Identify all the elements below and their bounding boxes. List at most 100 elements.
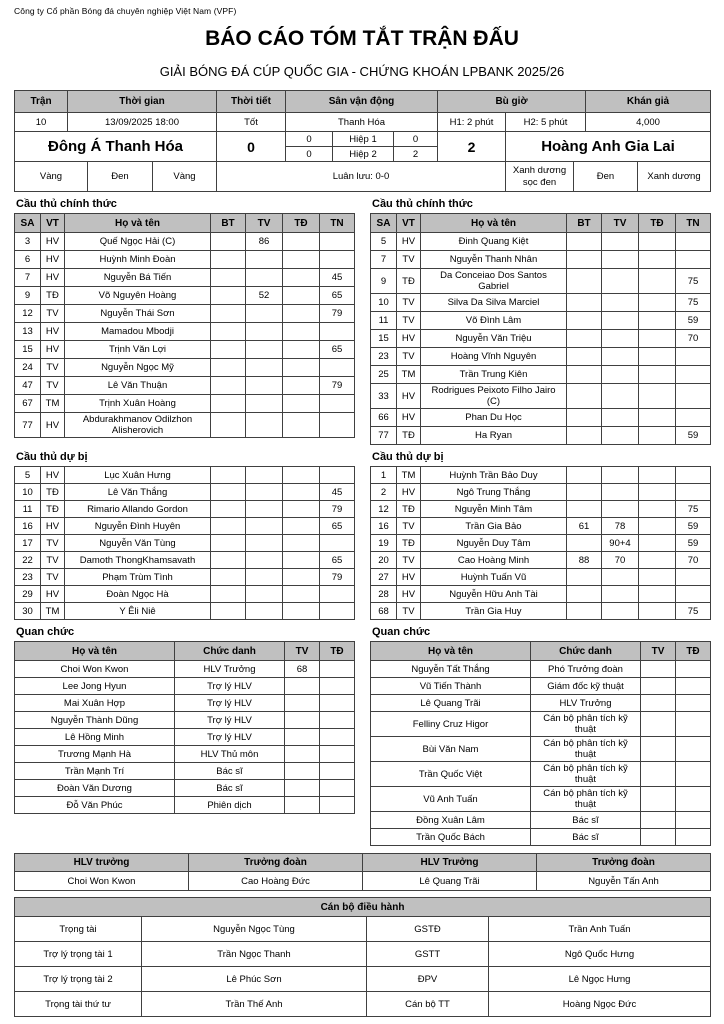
cell-name-left: Trần Ngọc Thanh xyxy=(141,941,367,967)
match-col-attendance: Khán giả xyxy=(585,90,712,113)
player-row: 12 TĐ Nguyễn Minh Tâm 75 xyxy=(370,500,711,518)
home-kit-2: Đen xyxy=(87,161,153,192)
cell-yellow-card xyxy=(284,762,320,780)
match-attendance: 4,000 xyxy=(585,112,712,132)
col-tv: TV xyxy=(245,213,283,233)
cell-shirt-number: 12 xyxy=(370,500,397,518)
away-coach-name: Lê Quang Trãi xyxy=(362,871,537,891)
cell-goals xyxy=(210,250,246,269)
cell-substituted xyxy=(319,232,355,251)
player-row: 30 TM Y Êli Niê xyxy=(14,602,355,620)
player-row: 11 TV Võ Đình Lâm 59 xyxy=(370,311,711,330)
cell-official-name: Felliny Cruz Higor xyxy=(370,711,531,737)
cell-goals xyxy=(566,365,602,384)
col-official-name: Họ và tên xyxy=(370,641,531,661)
cell-yellow-card xyxy=(601,383,639,409)
match-official-row: Trợ lý trọng tài 1 Trần Ngọc Thanh GSTT … xyxy=(14,941,712,967)
cell-red-card xyxy=(675,711,711,737)
cell-player-name: Lục Xuân Hưng xyxy=(64,466,211,484)
player-row: 3 HV Quế Ngọc Hải (C) 86 xyxy=(14,232,355,251)
cell-yellow-card xyxy=(640,677,676,695)
cell-player-name: Nguyễn Đình Huyên xyxy=(64,517,211,535)
cell-red-card xyxy=(282,322,320,341)
player-row: 68 TV Trần Gia Huy 75 xyxy=(370,602,711,620)
cell-yellow-card xyxy=(640,761,676,787)
cell-yellow-card: 70 xyxy=(601,551,639,569)
player-row: 29 HV Đoàn Ngọc Hà xyxy=(14,585,355,603)
away-subs-title: Cầu thủ dự bị xyxy=(372,451,444,463)
match-official-row: Trọng tài thứ tư Trần Thế Anh Cán bộ TT … xyxy=(14,991,712,1017)
cell-shirt-number: 67 xyxy=(14,394,41,413)
cell-yellow-card xyxy=(640,711,676,737)
cell-player-name: Trịnh Xuân Hoàng xyxy=(64,394,211,413)
official-row: Bùi Văn Nam Cán bộ phân tích kỹ thuật xyxy=(370,736,711,762)
away-kit-1: Xanh dương sọc đen xyxy=(505,161,574,192)
away-officials-title: Quan chức xyxy=(372,626,431,638)
cell-yellow-card xyxy=(245,250,283,269)
cell-position: TV xyxy=(40,568,65,586)
cell-yellow-card xyxy=(245,412,283,438)
cell-role-right: GSTĐ xyxy=(366,916,489,942)
cell-shirt-number: 3 xyxy=(14,232,41,251)
cell-official-role: Trợ lý HLV xyxy=(174,677,285,695)
cell-substituted xyxy=(319,602,355,620)
player-row: 24 TV Nguyễn Ngọc Mỹ xyxy=(14,358,355,377)
cell-shirt-number: 23 xyxy=(370,347,397,366)
cell-official-role: HLV Trưởng xyxy=(530,694,641,712)
cell-shirt-number: 15 xyxy=(370,329,397,348)
cell-substituted xyxy=(675,483,711,501)
cell-substituted: 79 xyxy=(319,376,355,395)
kits-table: Vàng Đen Vàng Luân lưu: 0-0 Xanh dương s… xyxy=(14,161,711,192)
cell-substituted xyxy=(319,466,355,484)
cell-shirt-number: 19 xyxy=(370,534,397,552)
cell-red-card xyxy=(675,736,711,762)
cell-official-role: Bác sĩ xyxy=(174,762,285,780)
away-kit-2: Đen xyxy=(573,161,638,192)
cell-goals xyxy=(210,551,246,569)
player-row: 67 TM Trịnh Xuân Hoàng xyxy=(14,394,355,413)
cell-red-card xyxy=(282,517,320,535)
cell-red-card xyxy=(638,426,676,445)
cell-player-name: Rimario Allando Gordon xyxy=(64,500,211,518)
cell-yellow-card xyxy=(245,322,283,341)
cell-red-card xyxy=(638,311,676,330)
match-officials-title: Cán bộ điều hành xyxy=(13,897,712,917)
cell-yellow-card xyxy=(640,736,676,762)
cell-player-name: Phan Du Học xyxy=(420,408,567,427)
col-bt: BT xyxy=(566,213,602,233)
cell-player-name: Trần Gia Huy xyxy=(420,602,567,620)
cell-substituted: 59 xyxy=(675,426,711,445)
cell-substituted xyxy=(319,250,355,269)
cell-goals xyxy=(566,250,602,269)
leaders-table: HLV trưởng Trưởng đoàn HLV Trưởng Trưởng… xyxy=(14,853,711,891)
home-subs-title: Cầu thủ dự bị xyxy=(16,451,88,463)
cell-position: TV xyxy=(396,551,421,569)
cell-player-name: Trần Gia Bảo xyxy=(420,517,567,535)
cell-yellow-card xyxy=(245,500,283,518)
cell-position: HV xyxy=(396,568,421,586)
cell-red-card xyxy=(282,568,320,586)
cell-shirt-number: 15 xyxy=(14,340,41,359)
match-stadium: Thanh Hóa xyxy=(285,112,438,132)
home-starters-section: Cầu thủ chính thức SA VT Họ và tên BT TV… xyxy=(14,192,355,445)
cell-official-role: Phó Trưởng đoàn xyxy=(530,660,641,678)
cell-shirt-number: 28 xyxy=(370,585,397,603)
col-official-name: Họ và tên xyxy=(14,641,175,661)
player-row: 6 HV Huỳnh Minh Đoàn xyxy=(14,250,355,269)
official-row: Lee Jong Hyun Trợ lý HLV xyxy=(14,677,355,695)
cell-shirt-number: 29 xyxy=(14,585,41,603)
penalties: Luân lưu: 0-0 xyxy=(216,161,506,192)
player-row: 10 TV Silva Da Silva Marciel 75 xyxy=(370,293,711,312)
player-row: 23 TV Hoàng Vĩnh Nguyên xyxy=(370,347,711,366)
cell-substituted xyxy=(675,568,711,586)
cell-player-name: Mamadou Mbodji xyxy=(64,322,211,341)
cell-position: TĐ xyxy=(396,426,421,445)
col-official-role: Chức danh xyxy=(530,641,641,661)
cell-position: TV xyxy=(40,534,65,552)
col-name: Họ và tên xyxy=(64,213,211,233)
cell-official-name: Trần Quốc Bách xyxy=(370,828,531,846)
cell-goals xyxy=(210,358,246,377)
cell-official-role: Bác sĩ xyxy=(530,828,641,846)
cell-red-card xyxy=(675,694,711,712)
cell-red-card xyxy=(282,340,320,359)
